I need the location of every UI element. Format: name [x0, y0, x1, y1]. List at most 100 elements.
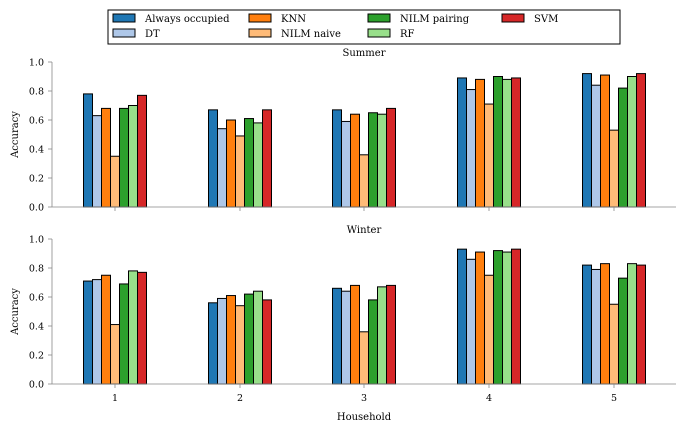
bar-nilm-naive-household-4 [484, 103, 494, 208]
bar-nilm-naive-household-5 [609, 303, 619, 385]
legend-item-nilm-naive: NILM naive [248, 28, 341, 40]
bar-dt-household-1 [92, 279, 102, 385]
series-svm [137, 248, 646, 385]
chart-panels: Summer Accuracy 0.0 0.2 0.4 0.6 0.8 1.0 Winter Ac… [10, 48, 676, 404]
bar-always-occupied-household-2 [208, 109, 218, 208]
bar-nilm-naive-household-4 [484, 274, 494, 385]
bar-dt-household-2 [217, 297, 227, 385]
legend-label: Always occupied [144, 14, 230, 25]
y-tick-label: 0.2 [29, 351, 44, 362]
y-tick-label: 0.6 [29, 116, 44, 127]
x-tick-label: 5 [611, 393, 617, 404]
legend-item-rf: RF [367, 28, 415, 40]
series-rf [128, 251, 637, 385]
bar-nilm-pairing-household-4 [493, 76, 503, 208]
bar-rf-household-4 [502, 78, 512, 208]
x-axis-label: Household [337, 412, 392, 423]
bar-dt-household-4 [466, 258, 476, 385]
bar-nilm-naive-household-2 [235, 305, 245, 385]
bar-svm-household-5 [636, 264, 646, 385]
bar-always-occupied-household-1 [83, 280, 93, 385]
legend-item-knn: KNN [248, 13, 306, 25]
bar-rf-household-2 [253, 290, 263, 385]
bar-always-occupied-household-3 [332, 109, 342, 208]
bar-dt-household-4 [466, 89, 476, 208]
bar-rf-household-3 [377, 286, 387, 385]
bar-svm-household-1 [137, 271, 147, 385]
bar-nilm-naive-household-3 [359, 154, 369, 208]
legend-frame [107, 9, 621, 45]
bar-svm-household-2 [262, 109, 272, 208]
y-tick-label: 0.4 [29, 322, 44, 333]
bar-always-occupied-household-1 [83, 93, 93, 208]
series-knn [101, 74, 610, 208]
y-tick-label: 1.0 [29, 58, 44, 69]
bar-nilm-naive-household-2 [235, 135, 245, 208]
bar-nilm-pairing-household-3 [368, 299, 378, 385]
bar-dt-household-2 [217, 128, 227, 208]
bar-nilm-pairing-household-3 [368, 112, 378, 208]
legend-label: RF [400, 29, 415, 40]
bar-knn-household-3 [350, 113, 360, 208]
y-tick-label: 0.2 [29, 174, 44, 185]
bar-nilm-pairing-household-1 [119, 283, 129, 385]
bar-rf-household-3 [377, 113, 387, 208]
series-knn [101, 251, 610, 385]
series-rf [128, 76, 637, 208]
legend: Always occupied DT KNN NILM naive NILM pairi… [107, 9, 621, 45]
series-dt [92, 258, 601, 385]
y-tick-label: 0.4 [29, 145, 44, 156]
y-tick-label: 0.0 [29, 203, 44, 214]
bar-svm-household-4 [511, 77, 521, 208]
bar-svm-household-2 [262, 299, 272, 385]
bar-nilm-pairing-household-5 [618, 87, 628, 208]
bar-always-occupied-household-4 [457, 248, 467, 385]
bar-rf-household-1 [128, 105, 138, 208]
bar-rf-household-2 [253, 122, 263, 208]
y-tick-label: 0.8 [29, 87, 44, 98]
x-tick-label: 4 [486, 393, 492, 404]
bar-knn-household-3 [350, 284, 360, 385]
legend-label: KNN [281, 14, 306, 25]
y-axis-label: Accuracy [10, 288, 21, 336]
bar-always-occupied-household-4 [457, 77, 467, 208]
panel-title: Summer [343, 48, 386, 59]
x-tick-label: 2 [237, 393, 243, 404]
series-nilm-naive [110, 103, 619, 208]
panel-winter: Winter Accuracy 0.0 0.2 0.4 0.6 0.8 1.0 1 2 3 4 5 [10, 225, 676, 404]
bar-nilm-pairing-household-2 [244, 293, 254, 385]
legend-swatch [501, 13, 525, 23]
series-nilm-pairing [119, 250, 628, 385]
bar-rf-household-5 [627, 263, 637, 385]
bar-nilm-pairing-household-1 [119, 107, 129, 208]
legend-swatch [112, 28, 136, 38]
panel-title: Winter [347, 225, 382, 236]
x-tick-label: 3 [361, 393, 367, 404]
legend-label: NILM pairing [400, 14, 470, 25]
bar-knn-household-1 [101, 274, 111, 385]
bar-dt-household-3 [341, 290, 351, 385]
bar-svm-household-4 [511, 248, 521, 385]
bar-knn-household-1 [101, 107, 111, 208]
bar-dt-household-5 [591, 84, 601, 208]
bar-always-occupied-household-5 [582, 264, 592, 385]
bar-knn-household-5 [600, 74, 610, 208]
bar-knn-household-2 [226, 119, 236, 208]
bar-dt-household-1 [92, 115, 102, 208]
bar-rf-household-1 [128, 270, 138, 385]
y-tick-label: 0.8 [29, 264, 44, 275]
bar-knn-household-4 [475, 251, 485, 385]
legend-label: SVM [534, 14, 558, 25]
y-tick-label: 1.0 [29, 235, 44, 246]
legend-label: NILM naive [281, 29, 341, 40]
bar-knn-household-2 [226, 295, 236, 385]
bar-knn-household-4 [475, 78, 485, 208]
y-tick-label: 0.0 [29, 380, 44, 391]
bar-svm-household-3 [386, 107, 396, 208]
bar-svm-household-5 [636, 73, 646, 208]
y-axis-label: Accuracy [10, 111, 21, 159]
bar-svm-household-3 [386, 284, 396, 385]
legend-swatch [112, 13, 136, 23]
series-nilm-naive [110, 274, 619, 385]
bar-rf-household-4 [502, 251, 512, 385]
